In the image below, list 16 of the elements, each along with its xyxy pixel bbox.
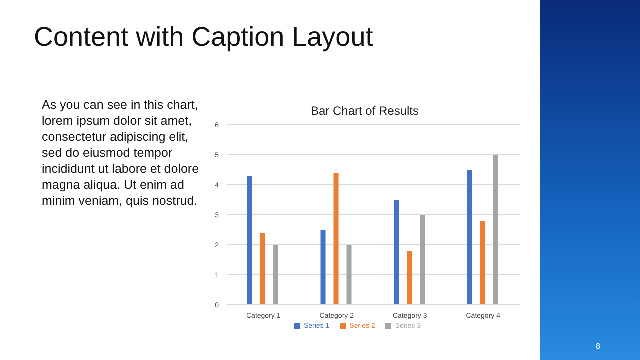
bar (467, 170, 472, 305)
bar (394, 200, 400, 305)
bar (493, 155, 498, 305)
bar (420, 215, 426, 305)
bar (334, 173, 339, 305)
bar (346, 245, 352, 305)
chart-title: Bar Chart of Results (310, 104, 420, 118)
bar (260, 233, 266, 305)
bar (407, 251, 412, 305)
text: As you can see in this chart, lorem ipsum dolor sit amet, consectetur adipiscing elit, sed do eiusmod tempor incididunt ut labore et dolore magna aliqua. Ut enim ad minim veniam, quis nostrud. (42, 97, 200, 209)
bar (274, 245, 279, 305)
bar (320, 230, 326, 305)
text: Content with Caption Layout (34, 22, 374, 53)
bar (248, 176, 253, 305)
text: 8 (596, 342, 600, 351)
bar (480, 221, 486, 305)
